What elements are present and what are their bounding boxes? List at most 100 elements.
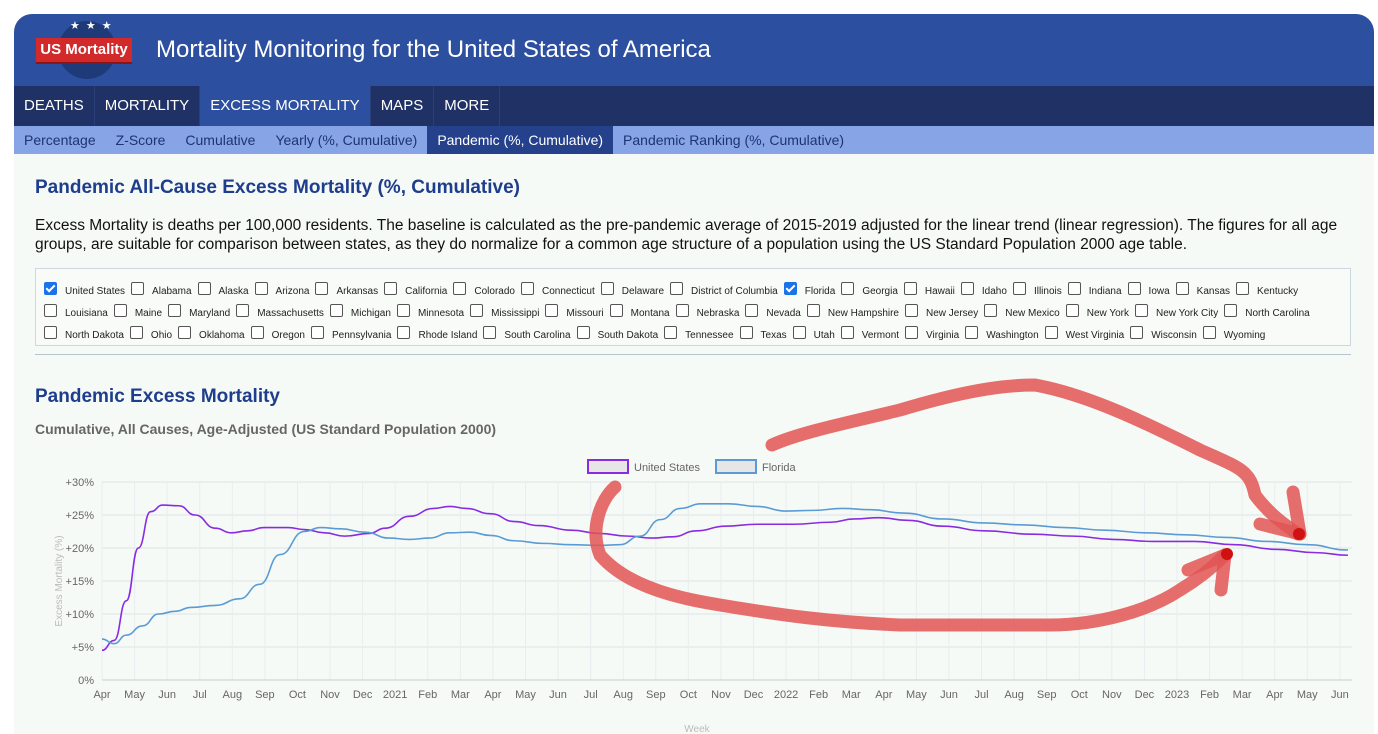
state-checkbox[interactable] <box>113 304 127 317</box>
state-checkbox[interactable] <box>903 282 917 295</box>
state-option[interactable]: Oklahoma <box>178 323 245 345</box>
state-option[interactable]: Oregon <box>250 323 305 345</box>
state-checkbox[interactable] <box>739 326 753 339</box>
state-option[interactable]: Ohio <box>129 323 172 345</box>
subnav-yearly[interactable]: Yearly (%, Cumulative) <box>275 132 418 148</box>
state-checkbox[interactable] <box>806 304 820 317</box>
state-option[interactable]: Nevada <box>745 301 801 323</box>
state-option[interactable]: Massachusetts <box>236 301 324 323</box>
state-option[interactable]: Mississippi <box>470 301 539 323</box>
state-option[interactable]: Iowa <box>1127 279 1170 301</box>
state-checkbox[interactable] <box>178 326 192 339</box>
state-option[interactable]: California <box>384 279 447 301</box>
state-checkbox[interactable] <box>384 282 398 295</box>
state-checkbox[interactable] <box>470 304 484 317</box>
state-option[interactable]: Idaho <box>960 279 1007 301</box>
state-checkbox[interactable] <box>841 282 855 295</box>
state-checkbox[interactable] <box>131 282 145 295</box>
state-option[interactable]: Georgia <box>841 279 898 301</box>
state-checkbox[interactable] <box>168 304 182 317</box>
state-option[interactable]: West Virginia <box>1044 323 1124 345</box>
state-option[interactable]: Vermont <box>840 323 899 345</box>
state-option[interactable]: Rhode Island <box>397 323 477 345</box>
state-checkbox[interactable] <box>905 326 919 339</box>
state-checkbox[interactable] <box>783 282 797 295</box>
state-checkbox[interactable] <box>576 326 590 339</box>
state-option[interactable]: Florida <box>783 279 835 301</box>
state-option[interactable]: Missouri <box>545 301 604 323</box>
state-option[interactable]: Louisiana <box>44 301 108 323</box>
subnav-pandemic[interactable]: Pandemic (%, Cumulative) <box>427 126 614 154</box>
state-checkbox[interactable] <box>44 326 57 339</box>
state-checkbox[interactable] <box>1012 282 1026 295</box>
state-checkbox[interactable] <box>1127 282 1141 295</box>
nav-maps[interactable]: MAPS <box>371 86 435 126</box>
state-checkbox[interactable] <box>1202 326 1216 339</box>
state-option[interactable]: Tennessee <box>664 323 734 345</box>
state-option[interactable]: North Carolina <box>1224 301 1310 323</box>
state-option[interactable]: Montana <box>609 301 670 323</box>
state-checkbox[interactable] <box>675 304 689 317</box>
state-checkbox[interactable] <box>984 304 998 317</box>
state-option[interactable]: New York <box>1065 301 1129 323</box>
state-checkbox[interactable] <box>1044 326 1058 339</box>
state-checkbox[interactable] <box>236 304 250 317</box>
nav-mortality[interactable]: MORTALITY <box>95 86 201 126</box>
state-checkbox[interactable] <box>600 282 614 295</box>
state-checkbox[interactable] <box>1134 304 1148 317</box>
state-checkbox[interactable] <box>483 326 497 339</box>
state-checkbox[interactable] <box>254 282 268 295</box>
state-checkbox[interactable] <box>315 282 329 295</box>
state-option[interactable]: New Hampshire <box>806 301 899 323</box>
nav-deaths[interactable]: DEATHS <box>14 86 95 126</box>
state-checkbox[interactable] <box>664 326 678 339</box>
state-option[interactable]: Nebraska <box>675 301 739 323</box>
state-checkbox[interactable] <box>545 304 559 317</box>
state-checkbox[interactable] <box>1065 304 1079 317</box>
state-option[interactable]: Colorado <box>453 279 515 301</box>
state-checkbox[interactable] <box>250 326 264 339</box>
state-option[interactable]: Indiana <box>1067 279 1122 301</box>
state-option[interactable]: South Carolina <box>483 323 571 345</box>
state-checkbox[interactable] <box>397 326 411 339</box>
state-option[interactable]: Kansas <box>1175 279 1230 301</box>
state-option[interactable]: South Dakota <box>576 323 658 345</box>
state-checkbox[interactable] <box>745 304 759 317</box>
state-option[interactable]: Illinois <box>1012 279 1062 301</box>
state-option[interactable]: Minnesota <box>396 301 464 323</box>
state-option[interactable]: District of Columbia <box>670 279 778 301</box>
state-checkbox[interactable] <box>1067 282 1081 295</box>
state-option[interactable]: Alabama <box>131 279 192 301</box>
nav-more[interactable]: MORE <box>434 86 501 126</box>
subnav-pandemic-ranking[interactable]: Pandemic Ranking (%, Cumulative) <box>623 132 845 148</box>
state-checkbox[interactable] <box>792 326 806 339</box>
state-option[interactable]: Kentucky <box>1236 279 1298 301</box>
state-checkbox[interactable] <box>396 304 410 317</box>
state-checkbox[interactable] <box>670 282 684 295</box>
state-checkbox[interactable] <box>609 304 623 317</box>
state-checkbox[interactable] <box>905 304 918 317</box>
subnav-percentage[interactable]: Percentage <box>24 132 96 148</box>
state-checkbox[interactable] <box>1224 304 1238 317</box>
subnav-cumulative[interactable]: Cumulative <box>185 132 256 148</box>
state-option[interactable]: Hawaii <box>903 279 955 301</box>
state-option[interactable]: Alaska <box>197 279 249 301</box>
subnav-z-score[interactable]: Z-Score <box>115 132 166 148</box>
nav-excess-mortality[interactable]: EXCESS MORTALITY <box>200 86 371 126</box>
state-checkbox[interactable] <box>44 304 57 317</box>
state-option[interactable]: Connecticut <box>520 279 595 301</box>
state-checkbox[interactable] <box>840 326 854 339</box>
state-checkbox[interactable] <box>129 326 143 339</box>
state-checkbox[interactable] <box>520 282 534 295</box>
state-checkbox[interactable] <box>960 282 974 295</box>
state-option[interactable]: Pennsylvania <box>310 323 391 345</box>
state-option[interactable]: Virginia <box>905 323 959 345</box>
state-option[interactable]: Michigan <box>329 301 391 323</box>
state-option[interactable]: Washington <box>965 323 1039 345</box>
state-option[interactable]: New Jersey <box>905 301 978 323</box>
state-checkbox[interactable] <box>965 326 979 339</box>
state-option[interactable]: New Mexico <box>984 301 1060 323</box>
state-checkbox[interactable] <box>310 326 324 339</box>
state-checkbox[interactable] <box>44 282 57 295</box>
state-option[interactable]: Utah <box>792 323 835 345</box>
